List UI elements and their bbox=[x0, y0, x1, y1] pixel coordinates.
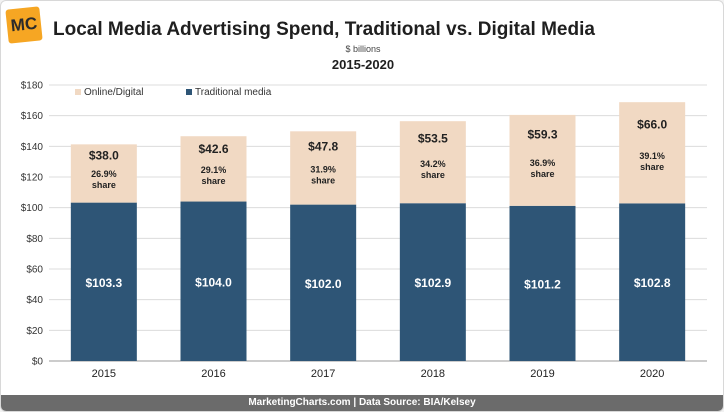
footer-separator: | bbox=[350, 397, 359, 408]
share-suffix-label: share bbox=[640, 162, 664, 172]
bar-digital bbox=[70, 144, 137, 203]
x-tick-label: 2017 bbox=[311, 368, 335, 380]
share-suffix-label: share bbox=[92, 180, 116, 190]
y-tick-label: $100 bbox=[21, 203, 44, 214]
chart-plot: $0 $20 $40 $60 $80 $100 $120 $140 $160 $180 $103.3… bbox=[21, 81, 707, 380]
data-label-digital: $42.6 bbox=[198, 142, 228, 156]
share-label: 29.1% bbox=[201, 165, 227, 175]
legend-label-digital: Online/Digital bbox=[84, 87, 143, 98]
y-tick-label: $80 bbox=[26, 234, 43, 245]
data-label-digital: $38.0 bbox=[89, 148, 119, 162]
data-label-traditional: $104.0 bbox=[195, 275, 232, 289]
legend-label-traditional: Traditional media bbox=[195, 87, 272, 98]
x-tick-label: 2019 bbox=[530, 368, 554, 380]
share-label: 26.9% bbox=[91, 169, 117, 179]
share-label: 39.1% bbox=[639, 151, 665, 161]
bar-traditional bbox=[180, 201, 247, 361]
footer-bar: MarketingCharts.com | Data Source: BIA/K… bbox=[1, 395, 723, 411]
share-suffix-label: share bbox=[530, 169, 554, 179]
bar-traditional bbox=[509, 205, 576, 361]
bar-digital bbox=[180, 136, 247, 202]
data-label-digital: $66.0 bbox=[637, 117, 667, 131]
y-tick-label: $140 bbox=[21, 142, 44, 153]
y-tick-label: $60 bbox=[26, 265, 43, 276]
share-suffix-label: share bbox=[311, 175, 335, 185]
x-tick-label: 2015 bbox=[92, 368, 116, 380]
y-tick-label: $0 bbox=[32, 357, 44, 368]
chart-period: 2015-2020 bbox=[331, 57, 395, 72]
y-tick-label: $160 bbox=[21, 111, 44, 122]
data-label-digital: $59.3 bbox=[527, 128, 557, 142]
x-tick-label: 2016 bbox=[201, 368, 225, 380]
bar-traditional bbox=[619, 203, 686, 361]
bar-digital bbox=[290, 131, 357, 205]
share-suffix-label: share bbox=[201, 176, 225, 186]
footer-source: Data Source: BIA/Kelsey bbox=[358, 397, 476, 408]
data-label-digital: $53.5 bbox=[418, 132, 448, 146]
y-tick-label: $40 bbox=[26, 295, 43, 306]
share-label: 31.9% bbox=[310, 164, 336, 174]
bar-digital bbox=[509, 114, 576, 206]
bar-traditional bbox=[399, 203, 466, 361]
share-label: 36.9% bbox=[530, 158, 556, 168]
legend-swatch-traditional bbox=[186, 89, 192, 95]
bar-traditional bbox=[70, 202, 137, 361]
y-tick-label: $120 bbox=[21, 173, 44, 184]
data-label-traditional: $102.0 bbox=[305, 277, 342, 291]
data-label-traditional: $102.8 bbox=[634, 276, 671, 290]
share-suffix-label: share bbox=[421, 170, 445, 180]
legend-swatch-digital bbox=[75, 89, 81, 95]
data-label-traditional: $101.2 bbox=[524, 277, 561, 291]
share-label: 34.2% bbox=[420, 159, 446, 169]
chart-subtitle: $ billions bbox=[345, 44, 381, 54]
data-label-digital: $47.8 bbox=[308, 139, 338, 153]
x-tick-label: 2018 bbox=[421, 368, 445, 380]
bar-traditional bbox=[290, 204, 357, 361]
y-tick-label: $180 bbox=[21, 81, 44, 92]
chart-title: Local Media Advertising Spend, Tradition… bbox=[53, 19, 595, 40]
data-label-traditional: $103.3 bbox=[85, 276, 122, 290]
y-tick-label: $20 bbox=[26, 326, 43, 337]
data-label-traditional: $102.9 bbox=[414, 276, 451, 290]
bar-digital bbox=[619, 102, 686, 204]
footer-site: MarketingCharts.com bbox=[248, 397, 351, 408]
bar-digital bbox=[399, 121, 466, 204]
x-tick-label: 2020 bbox=[640, 368, 664, 380]
